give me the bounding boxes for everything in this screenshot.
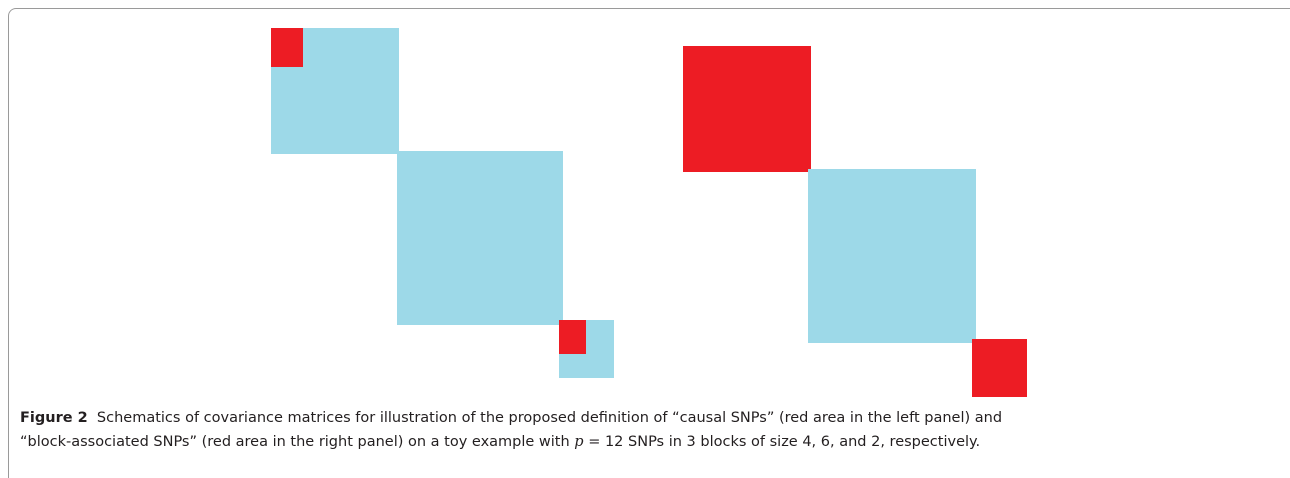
block (808, 169, 976, 343)
schematic (271, 28, 1027, 397)
causal-area (271, 28, 303, 67)
block (397, 151, 563, 325)
figure-frame (8, 8, 1290, 478)
right-panel (683, 46, 1027, 397)
caption-text: Schematics of covariance matrices for il… (20, 410, 1003, 450)
page: {"caption": {"label": "Figure 2", "text_… (8, 8, 1290, 478)
associated-block (972, 339, 1027, 397)
left-panel (271, 28, 614, 378)
caption: Figure 2 Schematics of covariance matric… (20, 406, 1020, 454)
caption-label: Figure 2 (20, 410, 88, 426)
associated-block (683, 46, 811, 172)
caption-text: = 12 SNPs in 3 blocks of size 4, 6, and … (588, 434, 981, 450)
caption-variable: p (574, 434, 584, 450)
causal-area (559, 320, 586, 354)
